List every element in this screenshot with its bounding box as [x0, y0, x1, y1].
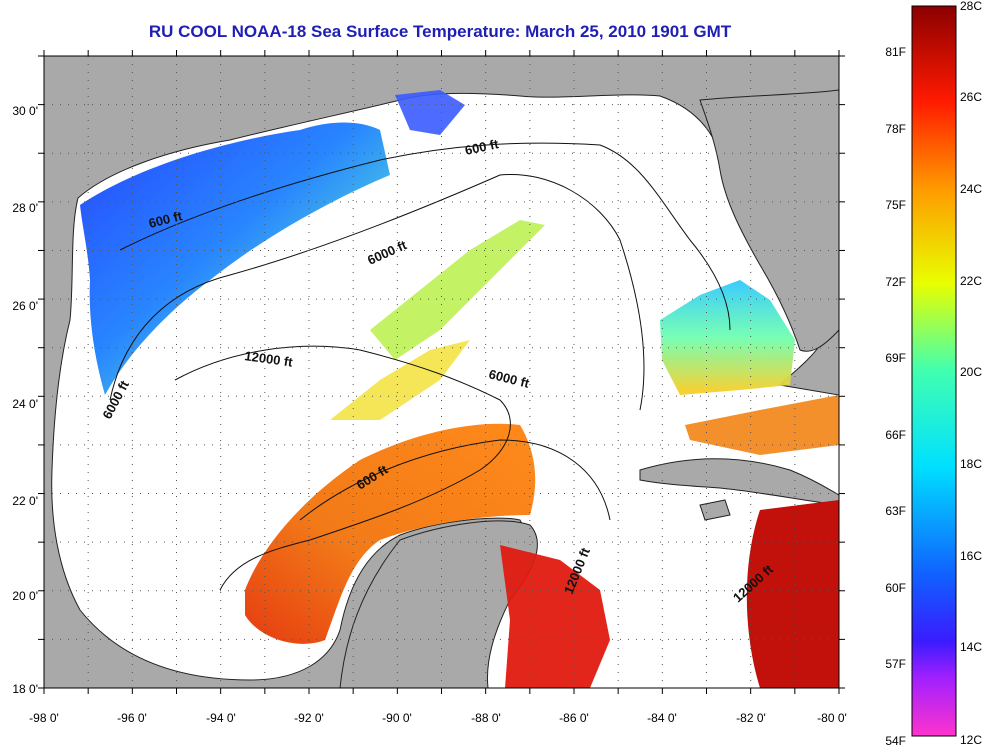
- sst-yellow-band: [330, 340, 470, 420]
- sst-hot-caribbean-east: [746, 500, 839, 688]
- colorbar-fahrenheit-label: 54F: [885, 734, 906, 748]
- y-tick-label: 30 0': [12, 104, 38, 118]
- x-tick-label: -88 0': [471, 711, 501, 725]
- colorbar-fahrenheit-label: 69F: [885, 351, 906, 365]
- x-tick-label: -92 0': [294, 711, 324, 725]
- colorbar-celsius-label: 26C: [960, 90, 982, 104]
- colorbar-fahrenheit-label: 57F: [885, 657, 906, 671]
- colorbar-celsius-label: 14C: [960, 640, 982, 654]
- colorbar-celsius-label: 12C: [960, 733, 982, 747]
- sst-florida-shelf: [660, 280, 795, 395]
- map-title: RU COOL NOAA-18 Sea Surface Temperature:…: [148, 22, 732, 41]
- y-tick-label: 22 0': [12, 494, 38, 508]
- x-tick-label: -82 0': [736, 711, 766, 725]
- contour-6000ft: [109, 173, 645, 411]
- colorbar-fahrenheit-label: 81F: [885, 45, 906, 59]
- x-tick-label: -84 0': [647, 711, 677, 725]
- colorbar-celsius-label: 28C: [960, 0, 982, 13]
- colorbar-fahrenheit-label: 75F: [885, 198, 906, 212]
- y-tick-label: 28 0': [12, 201, 38, 215]
- isle-of-youth-land: [699, 499, 731, 521]
- sst-cool-shelf: [80, 122, 390, 395]
- sst-florida-straits: [685, 395, 839, 455]
- x-tick-label: -90 0': [382, 711, 412, 725]
- x-tick-label: -98 0': [29, 711, 59, 725]
- sst-warm-caribbean: [500, 545, 610, 688]
- sst-cool-nearshore: [395, 90, 465, 135]
- y-tick-label: 18 0': [12, 682, 38, 696]
- colorbar-celsius-label: 20C: [960, 365, 982, 379]
- contour-600ft: [119, 142, 731, 331]
- colorbar-celsius-label: 22C: [960, 274, 982, 288]
- colorbar-fahrenheit-label: 72F: [885, 275, 906, 289]
- florida-land: [699, 89, 840, 352]
- x-tick-label: -96 0': [117, 711, 147, 725]
- contour-yucatan-shelf: [299, 439, 611, 521]
- x-tick-label: -94 0': [206, 711, 236, 725]
- contour-label: 12000 ft: [244, 348, 295, 370]
- colorbar-celsius-label: 16C: [960, 549, 982, 563]
- sst-warm-yucatan: [245, 423, 536, 644]
- x-tick-label: -80 0': [817, 711, 847, 725]
- sst-green-band: [370, 220, 545, 360]
- y-tick-label: 24 0': [12, 397, 38, 411]
- y-tick-label: 20 0': [12, 589, 38, 603]
- axis-ticks: [38, 50, 845, 694]
- colorbar-fahrenheit-label: 78F: [885, 122, 906, 136]
- contour-label: 600 ft: [464, 136, 501, 158]
- y-tick-label: 26 0': [12, 299, 38, 313]
- colorbar-fahrenheit-label: 63F: [885, 504, 906, 518]
- colorbar: 28C 26C 24C 22C 20C 18C 16C 14C 12C 81F …: [885, 0, 982, 748]
- y-axis: 30 0' 28 0' 26 0' 24 0' 22 0' 20 0' 18 0…: [12, 104, 38, 696]
- x-tick-label: -86 0': [559, 711, 589, 725]
- colorbar-fahrenheit-label: 60F: [885, 581, 906, 595]
- colorbar-gradient: [911, 5, 957, 737]
- colorbar-fahrenheit-label: 66F: [885, 428, 906, 442]
- contour-12000ft: [174, 345, 511, 591]
- colorbar-celsius-label: 24C: [960, 182, 982, 196]
- x-axis: -98 0' -96 0' -94 0' -92 0' -90 0' -88 0…: [29, 711, 847, 725]
- colorbar-celsius-label: 18C: [960, 457, 982, 471]
